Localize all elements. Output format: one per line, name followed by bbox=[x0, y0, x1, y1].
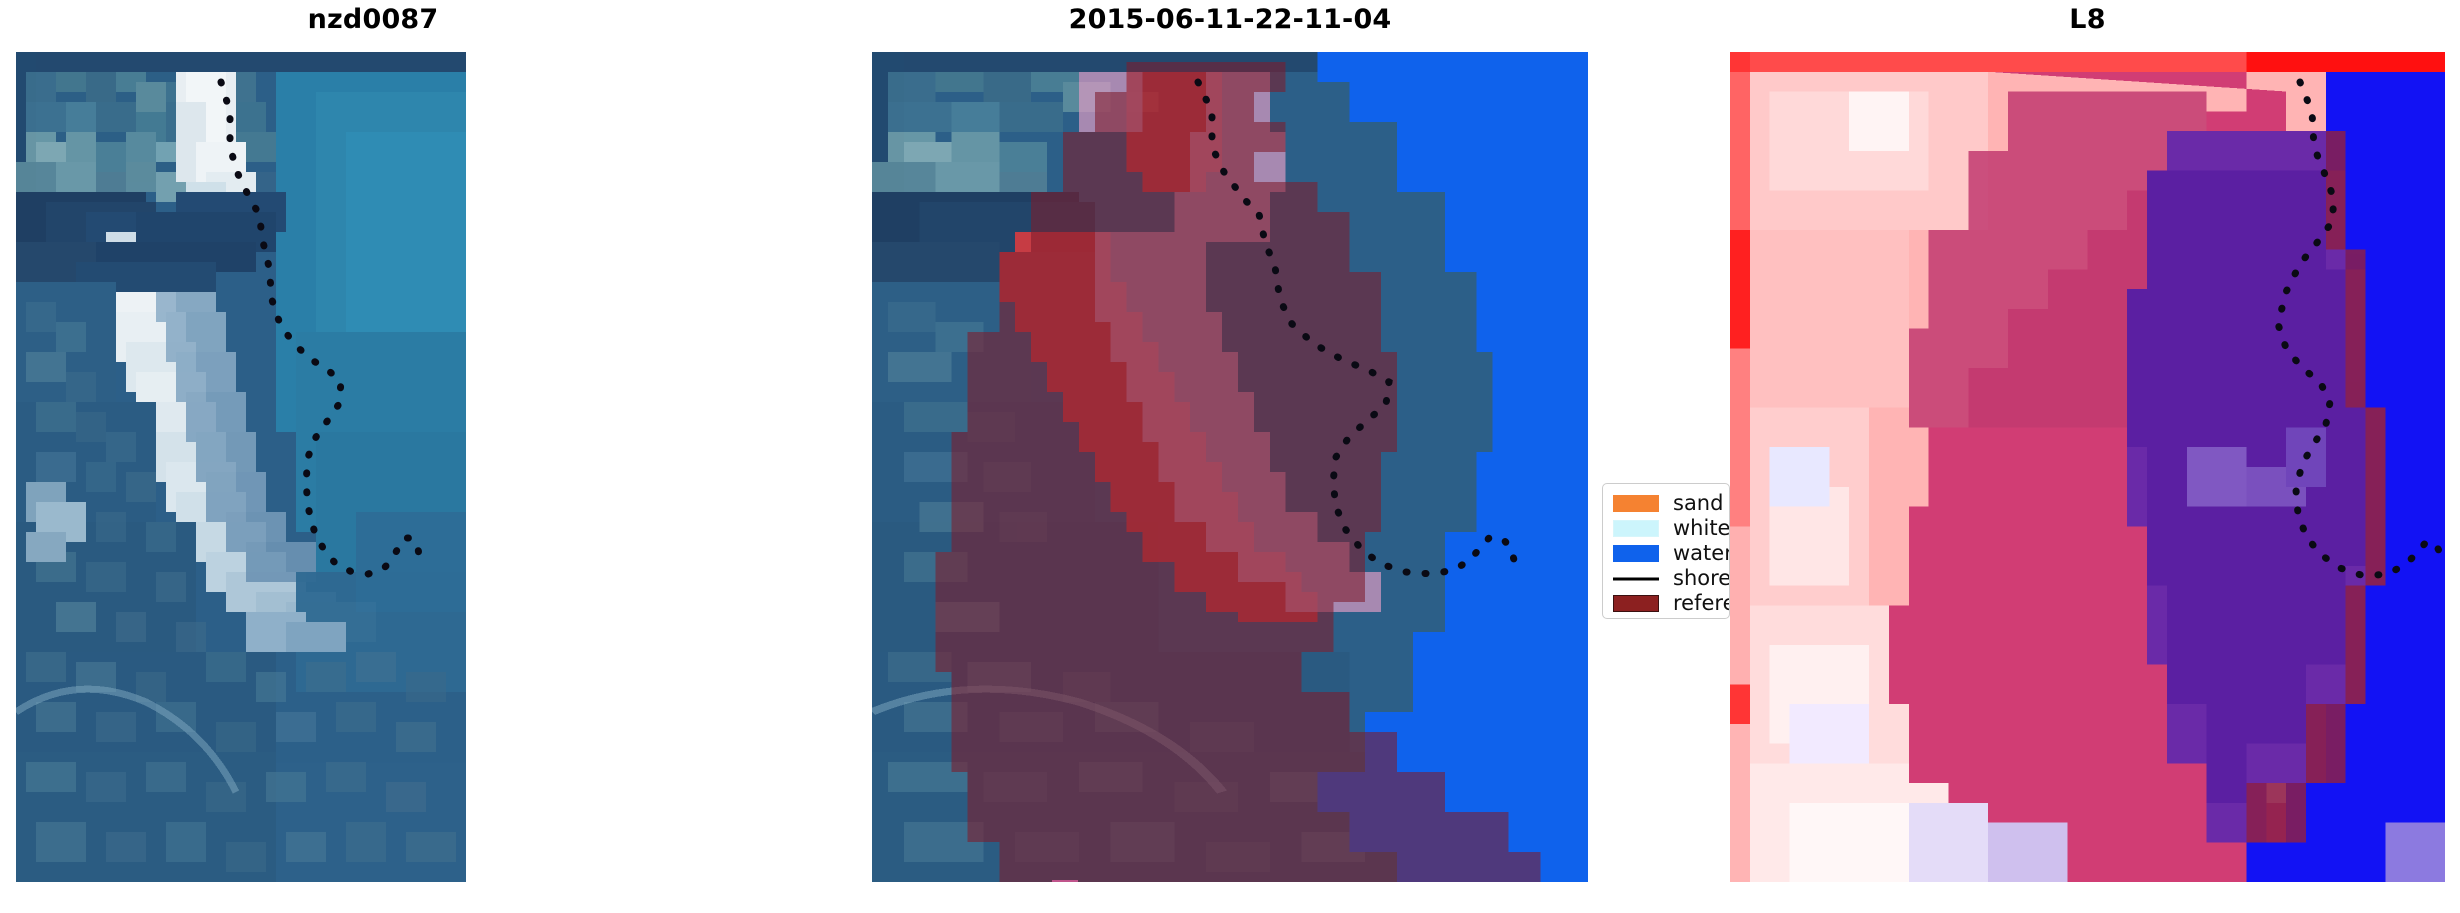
panel-index[interactable] bbox=[1730, 52, 2445, 882]
shoreline-overlay-classified bbox=[1194, 78, 1519, 578]
panel-classified[interactable] bbox=[872, 52, 1588, 882]
legend-label-sand: sand bbox=[1673, 491, 1724, 515]
panel-rgb[interactable] bbox=[16, 52, 466, 882]
legend-item-shoreline: shoreline bbox=[1603, 566, 1729, 591]
shoreline-overlay-rgb bbox=[217, 78, 424, 578]
panel-title-classified: 2015-06-11-22-11-04 bbox=[1068, 4, 1392, 35]
legend-label-water: water bbox=[1673, 541, 1730, 565]
rgb-raster bbox=[16, 52, 466, 882]
panel-title-index: L8 bbox=[2069, 4, 2106, 35]
legend-label-shoreline: shoreline bbox=[1673, 566, 1730, 590]
water-class-overlay bbox=[872, 52, 1588, 882]
shoreline-line-swatch bbox=[1613, 570, 1659, 587]
overflow-swatch bbox=[1052, 880, 1078, 882]
water-swatch bbox=[1613, 545, 1659, 562]
reference-buffer-overlay bbox=[872, 52, 1588, 882]
legend-label-reference: reference shoreline buffer bbox=[1673, 591, 1729, 615]
legend-item-sand: sand bbox=[1603, 491, 1729, 516]
legend-item-water: water bbox=[1603, 541, 1729, 566]
index-raster bbox=[1730, 52, 2445, 882]
panel-title-rgb: nzd0087 bbox=[307, 4, 439, 35]
sand-swatch bbox=[1613, 495, 1659, 512]
whitewater-swatch bbox=[1613, 520, 1659, 537]
reference-swatch bbox=[1613, 595, 1659, 612]
legend-item-reference: reference shoreline buffer bbox=[1603, 591, 1729, 616]
shoreline-overlay-index bbox=[2274, 78, 2445, 580]
